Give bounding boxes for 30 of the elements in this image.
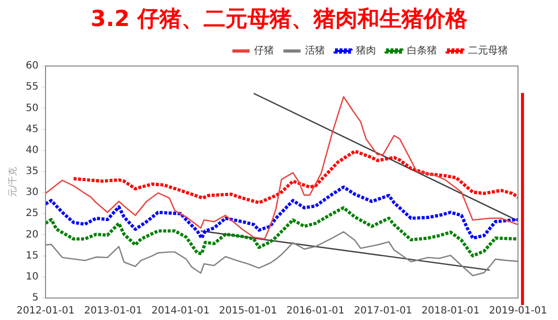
y-tick-label: 5 [32,292,39,304]
y-tick-label: 25 [26,208,39,220]
y-tick-label: 35 [26,166,39,178]
x-tick-label: 2018-01-01 [421,306,480,317]
y-tick-label: 50 [26,102,39,114]
line-series [72,150,518,204]
legend-label: 活猪 [305,44,325,57]
x-tick-label: 2015-01-01 [218,306,278,317]
y-tick-label: 45 [26,124,39,135]
legend-label: 仔猪 [254,44,274,57]
chart-title: 3.2 仔猪、二元母猪、猪肉和生猪价格 [90,6,468,34]
y-tick-label: 60 [26,60,39,72]
x-tick-label: 2019-01-01 [488,306,548,317]
x-tick-label: 2016-01-01 [286,306,345,317]
x-tick-label: 2013-01-01 [84,306,142,317]
line-series [46,206,518,258]
y-tick-label: 20 [26,229,39,240]
legend-label: 猪肉 [356,44,376,57]
x-tick-label: 2017-01-01 [354,306,412,317]
legend-label: 二元母猪 [468,44,508,57]
line-series [46,185,518,240]
legend-label: 白条猪 [407,44,437,57]
y-axis-title: 元/千克 [8,166,19,198]
y-tick-label: 15 [26,250,39,262]
y-tick-label: 40 [26,144,39,156]
y-tick-label: 10 [26,272,39,283]
x-tick-label: 2014-01-01 [152,306,210,317]
y-tick-label: 55 [26,82,39,93]
x-tick-label: 2012-01-01 [16,306,75,317]
y-tick-label: 30 [26,187,39,198]
